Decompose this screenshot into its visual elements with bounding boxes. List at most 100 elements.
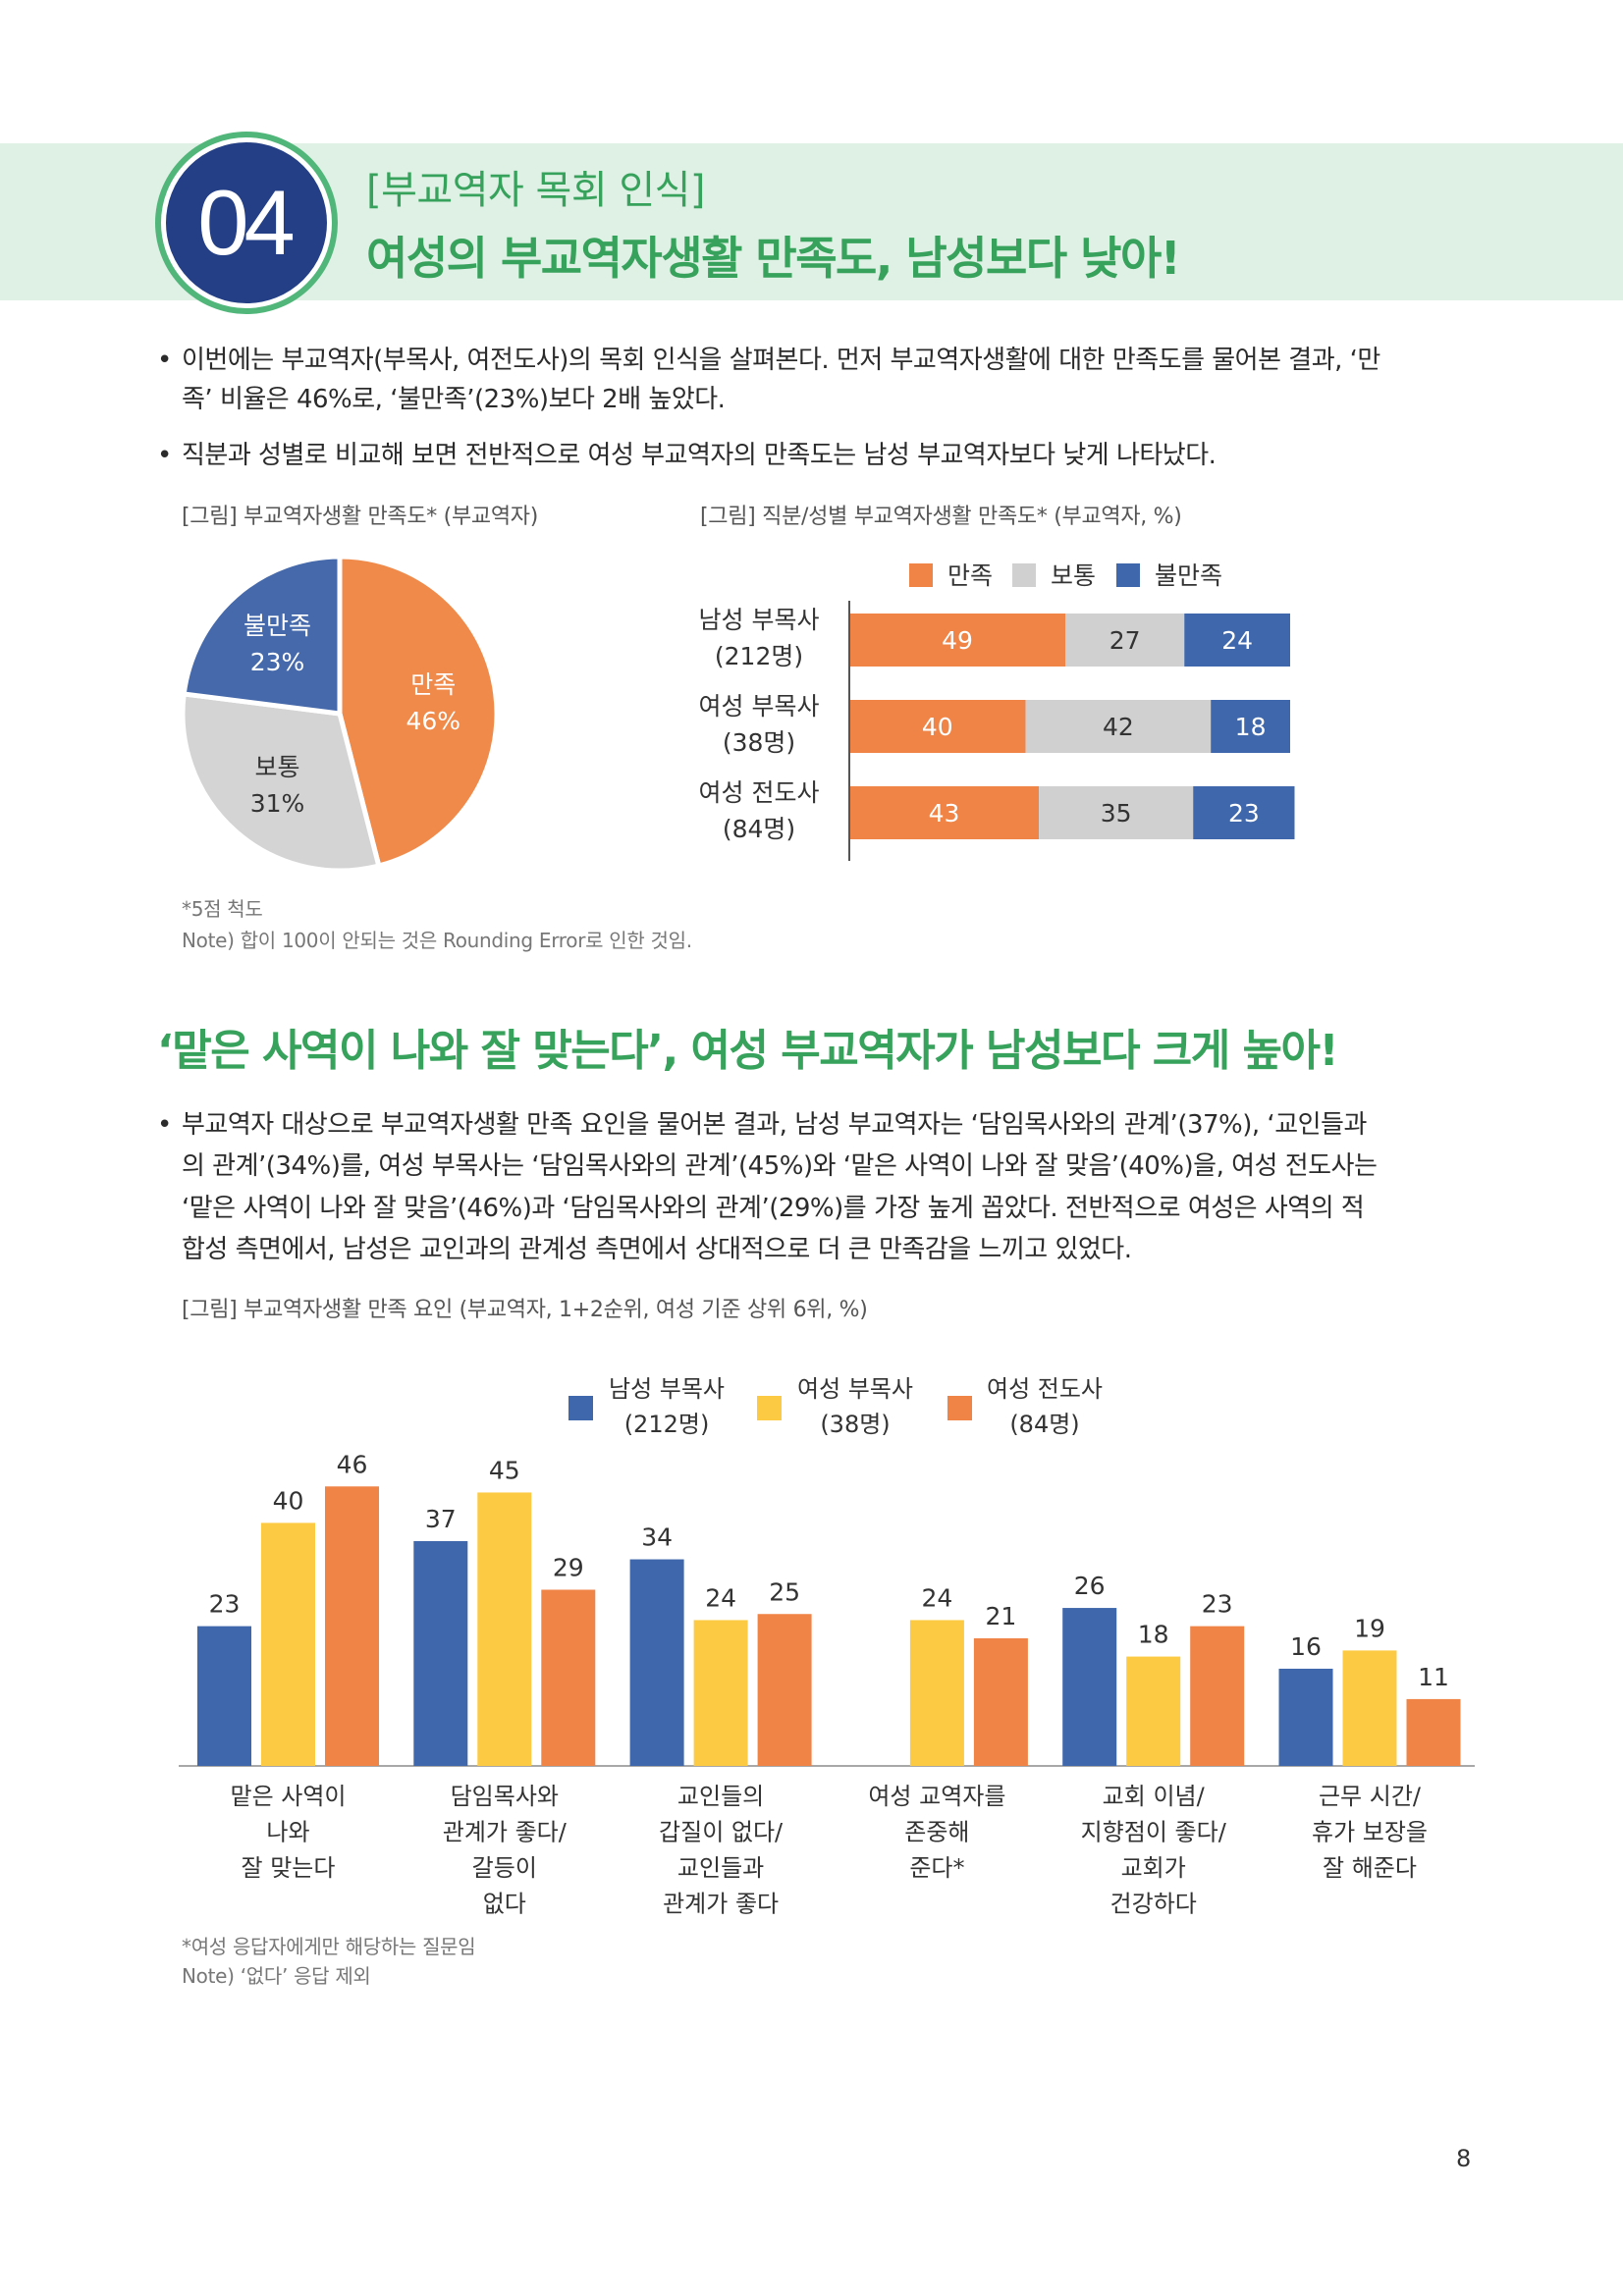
- pie-slice-1: [337, 554, 500, 870]
- bar-group-6-series-1: [1278, 1668, 1333, 1766]
- bar-value-label-row-1-series-3: 24: [1221, 626, 1253, 655]
- bullet-line: 직분과 성별로 비교해 보면 전반적으로 여성 부교역자의 만족도는 남성 부교…: [182, 441, 1217, 470]
- legend-count-1: (212명): [624, 1411, 710, 1438]
- legend-swatch-2: [1012, 563, 1036, 587]
- bar-group-1-series-2: [261, 1522, 315, 1766]
- category-label-group-4: 여성 교역자를: [868, 1783, 1005, 1810]
- legend-label-2: 여성 부목사: [797, 1375, 913, 1403]
- bar-value-label-group-5-series-1: 26: [1074, 1572, 1106, 1600]
- category-label-group-2: 갈등이: [472, 1854, 537, 1882]
- bar-value-label-group-5-series-3: 23: [1202, 1590, 1233, 1619]
- bar-value-label-group-4-series-3: 21: [985, 1602, 1016, 1630]
- bullet-line: 부교역자 대상으로 부교역자생활 만족 요인을 물어본 결과, 남성 부교역자는…: [182, 1110, 1367, 1140]
- bar-value-label-group-2-series-2: 45: [489, 1456, 520, 1484]
- bar-value-label-row-3-series-3: 23: [1228, 799, 1260, 828]
- note-line: Note) 합이 100이 안되는 것은 Rounding Error로 인한 …: [182, 929, 692, 952]
- legend-label-3: 여성 전도사: [987, 1375, 1103, 1403]
- pie-slice-3: [181, 554, 343, 717]
- bar-group-2-series-2: [477, 1492, 532, 1766]
- bullet-line: 이번에는 부교역자(부목사, 여전도사)의 목회 인식을 살펴본다. 먼저 부교…: [182, 346, 1380, 375]
- category-label-group-3: 관계가 좋다: [663, 1891, 779, 1918]
- legend-swatch-1: [568, 1396, 593, 1420]
- stacked-bar-chart-caption: [그림] 직분/성별 부교역자생활 만족도* (부교역자, %): [700, 505, 1182, 529]
- category-label-group-2: 담임목사와: [451, 1783, 559, 1810]
- grouped-bar-chart-caption: [그림] 부교역자생활 만족 요인 (부교역자, 1+2순위, 여성 기준 상위…: [182, 1298, 868, 1322]
- bar-row-2-series-3: [1211, 700, 1290, 753]
- bar-group-1-series-1: [197, 1626, 251, 1766]
- bar-group-2-series-3: [541, 1589, 596, 1766]
- category-label-group-5: 교회가: [1121, 1854, 1186, 1882]
- bullet-line: ‘맡은 사역이 나와 잘 맞음’(46%)과 ‘담임목사와의 관계’(29%)를…: [182, 1193, 1365, 1223]
- category-label-group-5: 지향점이 좋다/: [1081, 1819, 1227, 1846]
- legend-swatch-3: [1116, 563, 1140, 587]
- bullet-line: 족’ 비율은 46%로, ‘불만족’(23%)보다 2배 높았다.: [182, 385, 726, 414]
- bullet-satisfaction-factors: 부교역자 대상으로 부교역자생활 만족 요인을 물어본 결과, 남성 부교역자는…: [157, 1104, 1378, 1270]
- bar-value-label-group-3-series-3: 25: [769, 1577, 800, 1606]
- bar-row-2-series-1: [849, 700, 1026, 753]
- bar-group-4-series-3: [973, 1638, 1028, 1766]
- grouped-bar-chart-notes: *여성 응답자에게만 해당하는 질문임 Note) ‘없다’ 응답 제외: [182, 1932, 476, 1991]
- bullet-line: 합성 측면에서, 남성은 교인과의 관계성 측면에서 상대적으로 더 큰 만족감…: [182, 1234, 1132, 1264]
- bar-value-label-group-3-series-2: 24: [705, 1583, 736, 1612]
- section-heading: ‘맡은 사역이 나와 잘 맞는다’, 여성 부교역자가 남성보다 크게 높아!: [157, 1026, 1339, 1076]
- pie-slice-2: [180, 691, 382, 874]
- legend-label-1: 만족: [947, 561, 993, 590]
- satisfaction-pie-chart: 만족 46% 보통 31% 불만족 23%: [180, 554, 500, 874]
- row-label: 여성 부목사: [699, 692, 820, 721]
- row-count-label: (212명): [715, 642, 803, 670]
- category-label-group-6: 휴가 보장을: [1312, 1819, 1428, 1846]
- bullet-position-gender-comparison: 직분과 성별로 비교해 보면 전반적으로 여성 부교역자의 만족도는 남성 부교…: [157, 436, 1217, 475]
- legend-count-3: (84명): [1009, 1411, 1079, 1438]
- category-label-group-3: 교인들의: [677, 1783, 764, 1810]
- bar-group-4-series-2: [909, 1620, 964, 1766]
- category-label-group-6: 잘 해준다: [1323, 1854, 1417, 1882]
- bar-group-5-series-1: [1062, 1608, 1117, 1766]
- category-label-group-1: 나와: [266, 1819, 309, 1846]
- bar-value-label-group-6-series-3: 11: [1418, 1663, 1449, 1691]
- pie-chart-notes: *5점 척도 Note) 합이 100이 안되는 것은 Rounding Err…: [182, 893, 692, 956]
- bar-value-label-row-3-series-1: 43: [929, 799, 960, 828]
- bar-value-label-group-4-series-2: 24: [921, 1583, 952, 1612]
- bar-group-3-series-1: [629, 1559, 684, 1766]
- row-count-label: (38명): [723, 728, 795, 757]
- bullet-satisfaction-overview: 이번에는 부교역자(부목사, 여전도사)의 목회 인식을 살펴본다. 먼저 부교…: [157, 341, 1380, 419]
- legend-swatch-2: [757, 1396, 782, 1420]
- bar-group-5-series-3: [1190, 1626, 1245, 1766]
- bar-row-3-series-2: [1039, 786, 1194, 839]
- legend-swatch-1: [909, 563, 933, 587]
- bar-value-label-group-2-series-3: 29: [553, 1553, 584, 1581]
- category-label-group-5: 교회 이념/: [1103, 1783, 1206, 1810]
- bar-value-label-row-1-series-1: 49: [942, 626, 973, 655]
- category-label-group-3: 갑질이 없다/: [659, 1819, 784, 1846]
- section-number-badge: 04: [161, 137, 332, 308]
- bar-group-5-series-2: [1126, 1656, 1181, 1766]
- pie-slice-value-label: 46%: [406, 707, 460, 735]
- pie-slice-label: 불만족: [243, 612, 311, 640]
- bar-value-label-row-2-series-3: 18: [1235, 713, 1267, 741]
- row-label: 여성 전도사: [699, 778, 820, 807]
- row-label: 남성 부목사: [699, 606, 820, 634]
- satisfaction-factors-grouped-bar-chart: 남성 부목사 (212명) 여성 부목사 (38명) 여성 전도사 (84명) 23 40 46…: [179, 1375, 1475, 1918]
- bullet-line: 의 관계’(34%)를, 여성 부목사는 ‘담임목사와의 관계’(45%)와 ‘…: [182, 1151, 1378, 1182]
- category-label-group-5: 건강하다: [1110, 1891, 1197, 1918]
- bar-group-3-series-3: [757, 1614, 812, 1766]
- pie-slice-label: 보통: [255, 753, 300, 781]
- bar-group-2-series-1: [413, 1540, 468, 1766]
- page-number: 8: [1456, 2145, 1472, 2172]
- bar-group-6-series-3: [1406, 1698, 1461, 1766]
- pie-chart-caption: [그림] 부교역자생활 만족도* (부교역자): [182, 505, 539, 529]
- legend-label-1: 남성 부목사: [609, 1375, 725, 1403]
- bar-value-label-group-1-series-1: 23: [209, 1590, 241, 1619]
- bar-group-6-series-2: [1342, 1650, 1397, 1766]
- bar-value-label-group-2-series-1: 37: [425, 1505, 457, 1533]
- legend-count-2: (38명): [820, 1411, 890, 1438]
- section-title: 여성의 부교역자생활 만족도, 남성보다 낮아!: [366, 232, 1181, 285]
- bar-value-label-group-3-series-1: 34: [641, 1523, 673, 1552]
- legend-label-2: 보통: [1051, 561, 1096, 590]
- pie-slice-value-label: 31%: [250, 789, 305, 818]
- bar-group-1-series-3: [325, 1486, 379, 1766]
- pie-slice-value-label: 23%: [250, 648, 305, 676]
- category-label-group-2: 없다: [483, 1891, 526, 1918]
